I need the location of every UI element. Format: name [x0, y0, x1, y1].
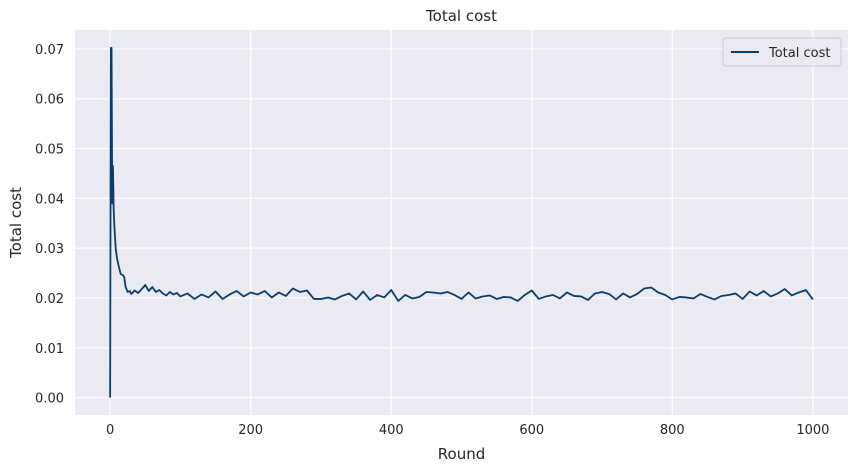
- y-axis-ticks: 0.00 0.01 0.02 0.03 0.04 0.05 0.06 0.07: [35, 43, 64, 407]
- y-tick-label: 0.04: [35, 192, 64, 207]
- x-axis-ticks: 0 200 400 600 800 1000: [106, 423, 829, 438]
- x-tick-label: 0: [106, 423, 114, 438]
- chart-title: Total cost: [425, 7, 497, 25]
- legend-box: [722, 37, 842, 67]
- x-tick-label: 1000: [796, 423, 829, 438]
- series-line-total-cost: [109, 47, 814, 398]
- y-tick-label: 0.00: [35, 392, 64, 407]
- y-axis-label: Total cost: [7, 187, 25, 259]
- legend: Total cost: [722, 37, 842, 67]
- x-tick-label: 800: [660, 423, 685, 438]
- grid-lines: [75, 30, 848, 415]
- x-tick-label: 200: [238, 423, 263, 438]
- y-tick-label: 0.06: [35, 93, 64, 108]
- series-layer: [109, 47, 814, 398]
- x-tick-label: 400: [379, 423, 404, 438]
- y-tick-label: 0.03: [35, 242, 64, 257]
- y-tick-label: 0.07: [35, 43, 64, 58]
- x-axis-label: Round: [438, 445, 485, 463]
- plot-area: [75, 30, 848, 415]
- legend-label-total-cost: Total cost: [768, 46, 830, 61]
- y-tick-label: 0.01: [35, 342, 64, 357]
- y-tick-label: 0.05: [35, 143, 64, 158]
- y-tick-label: 0.02: [35, 292, 64, 307]
- x-tick-label: 600: [519, 423, 544, 438]
